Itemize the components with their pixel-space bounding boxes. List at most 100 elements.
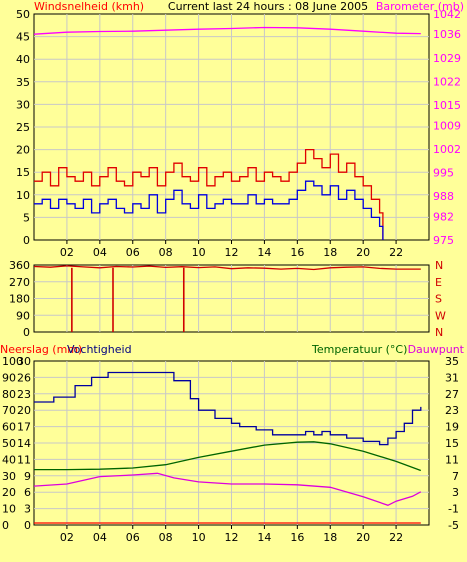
direction-compass-label: S xyxy=(435,293,442,306)
humidity-ytick-label: 80 xyxy=(2,388,16,401)
humidity-ytick-label: 70 xyxy=(2,404,16,417)
wind-ytick-label: 0 xyxy=(23,234,30,247)
humidity-ytick-label: 10 xyxy=(2,503,16,516)
rain-ylabel: Neerslag (mm) xyxy=(0,343,82,356)
humidity-ylabel: Vochtigheid xyxy=(67,343,132,356)
wind-ytick-label: 40 xyxy=(16,53,30,66)
direction-ytick-label: 180 xyxy=(9,293,30,306)
chart-title: Current last 24 hours : 08 June 2005 xyxy=(168,0,368,13)
temperature-ytick-label: 27 xyxy=(445,388,459,401)
barometer-ytick-label: 1029 xyxy=(433,52,461,65)
wind-ytick-label: 10 xyxy=(16,189,30,202)
wind-ytick-label: 15 xyxy=(16,166,30,179)
wind-ytick-label: 25 xyxy=(16,121,30,134)
temperature-ytick-label: 15 xyxy=(445,437,459,450)
rain-ytick-label: 3 xyxy=(24,503,31,516)
climate-gridlines xyxy=(34,361,429,525)
climate-xtick-label: 08 xyxy=(159,531,173,544)
rain-ytick-label: 6 xyxy=(24,486,31,499)
direction-ytick-label: 360 xyxy=(9,259,30,272)
barometer-ylabel: Barometer (mb) xyxy=(376,0,464,13)
climate-xtick-label: 06 xyxy=(126,531,140,544)
rain-ytick-label: 26 xyxy=(17,371,31,384)
wind-series xyxy=(33,26,421,240)
humidity-ytick-label: 90 xyxy=(2,371,16,384)
wind-ytick-label: 50 xyxy=(16,8,30,21)
wind-xtick-label: 18 xyxy=(323,246,337,259)
temperature-ytick-label: 3 xyxy=(452,486,459,499)
rain-ytick-label: 20 xyxy=(17,404,31,417)
wind-xtick-label: 20 xyxy=(356,246,370,259)
dewpoint-line xyxy=(33,472,422,507)
temperature-ytick-label: 31 xyxy=(445,371,459,384)
humidity-ytick-label: 0 xyxy=(2,519,9,532)
direction-ytick-label: 90 xyxy=(16,309,30,322)
rain-ytick-label: 9 xyxy=(24,470,31,483)
wind-xtick-label: 04 xyxy=(93,246,107,259)
direction-ticks: 0 N 90 W 180 S 270 E 360 N xyxy=(9,259,446,339)
climate-series xyxy=(33,371,422,524)
rain-ytick-label: 23 xyxy=(17,388,31,401)
wind-direction-line xyxy=(33,265,421,271)
direction-ytick-label: 270 xyxy=(9,276,30,289)
dewpoint-ylabel: Dauwpunt xyxy=(408,343,465,356)
wind-xtick-label: 16 xyxy=(290,246,304,259)
wind-average-line xyxy=(34,180,384,240)
wind-xtick-label: 10 xyxy=(192,246,206,259)
direction-compass-label: N xyxy=(435,259,443,272)
direction-gridlines xyxy=(34,265,429,332)
wind-xtick-label: 02 xyxy=(60,246,74,259)
temperature-ytick-label: 23 xyxy=(445,404,459,417)
direction-compass-label: E xyxy=(435,276,442,289)
humidity-line xyxy=(34,371,422,446)
humidity-ytick-label: 50 xyxy=(2,437,16,450)
direction-series xyxy=(33,265,421,332)
barometer-ytick-label: 988 xyxy=(433,190,454,203)
direction-compass-label: N xyxy=(435,326,443,339)
temperature-ytick-label: 7 xyxy=(452,470,459,483)
wind-ytick-label: 35 xyxy=(16,76,30,89)
wind-xtick-label: 08 xyxy=(159,246,173,259)
climate-xtick-label: 22 xyxy=(389,531,403,544)
wind-xtick-label: 06 xyxy=(126,246,140,259)
temperature-ytick-label: -5 xyxy=(448,519,459,532)
wind-xtick-label: 14 xyxy=(257,246,271,259)
barometer-ytick-label: 1002 xyxy=(433,143,461,156)
humidity-ytick-label: 60 xyxy=(2,421,16,434)
wind-ytick-label: 30 xyxy=(16,98,30,111)
barometer-ytick-label: 1036 xyxy=(433,28,461,41)
rain-ytick-label: 0 xyxy=(24,519,31,532)
direction-ytick-label: 0 xyxy=(23,326,30,339)
wind-xtick-label: 12 xyxy=(225,246,239,259)
temperature-ylabel: Temperatuur (°C) xyxy=(311,343,407,356)
temperature-line xyxy=(34,441,422,472)
climate-xtick-label: 16 xyxy=(290,531,304,544)
barometer-ytick-label: 1015 xyxy=(433,99,461,112)
barometer-ytick-label: 1042 xyxy=(433,8,461,21)
wind-ytick-label: 5 xyxy=(23,211,30,224)
barometer-line xyxy=(33,26,421,35)
temperature-ytick-label: -1 xyxy=(448,503,459,516)
direction-panel: 0 N 90 W 180 S 270 E 360 N xyxy=(9,259,446,339)
rain-ytick-label: 14 xyxy=(17,437,31,450)
rain-ytick-label: 30 xyxy=(17,355,31,368)
wind-gust-line xyxy=(34,148,384,240)
temperature-ytick-label: 11 xyxy=(445,453,459,466)
wind-xtick-label: 22 xyxy=(389,246,403,259)
humidity-ytick-label: 100 xyxy=(2,355,23,368)
climate-xtick-label: 04 xyxy=(93,531,107,544)
climate-xtick-label: 10 xyxy=(192,531,206,544)
barometer-ytick-label: 1022 xyxy=(433,75,461,88)
barometer-ytick-label: 982 xyxy=(433,210,454,223)
humidity-ytick-label: 30 xyxy=(2,470,16,483)
climate-xtick-label: 12 xyxy=(225,531,239,544)
wind-ylabel: Windsnelheid (kmh) xyxy=(34,0,144,13)
temperature-ytick-label: 35 xyxy=(445,355,459,368)
humidity-ytick-label: 20 xyxy=(2,486,16,499)
